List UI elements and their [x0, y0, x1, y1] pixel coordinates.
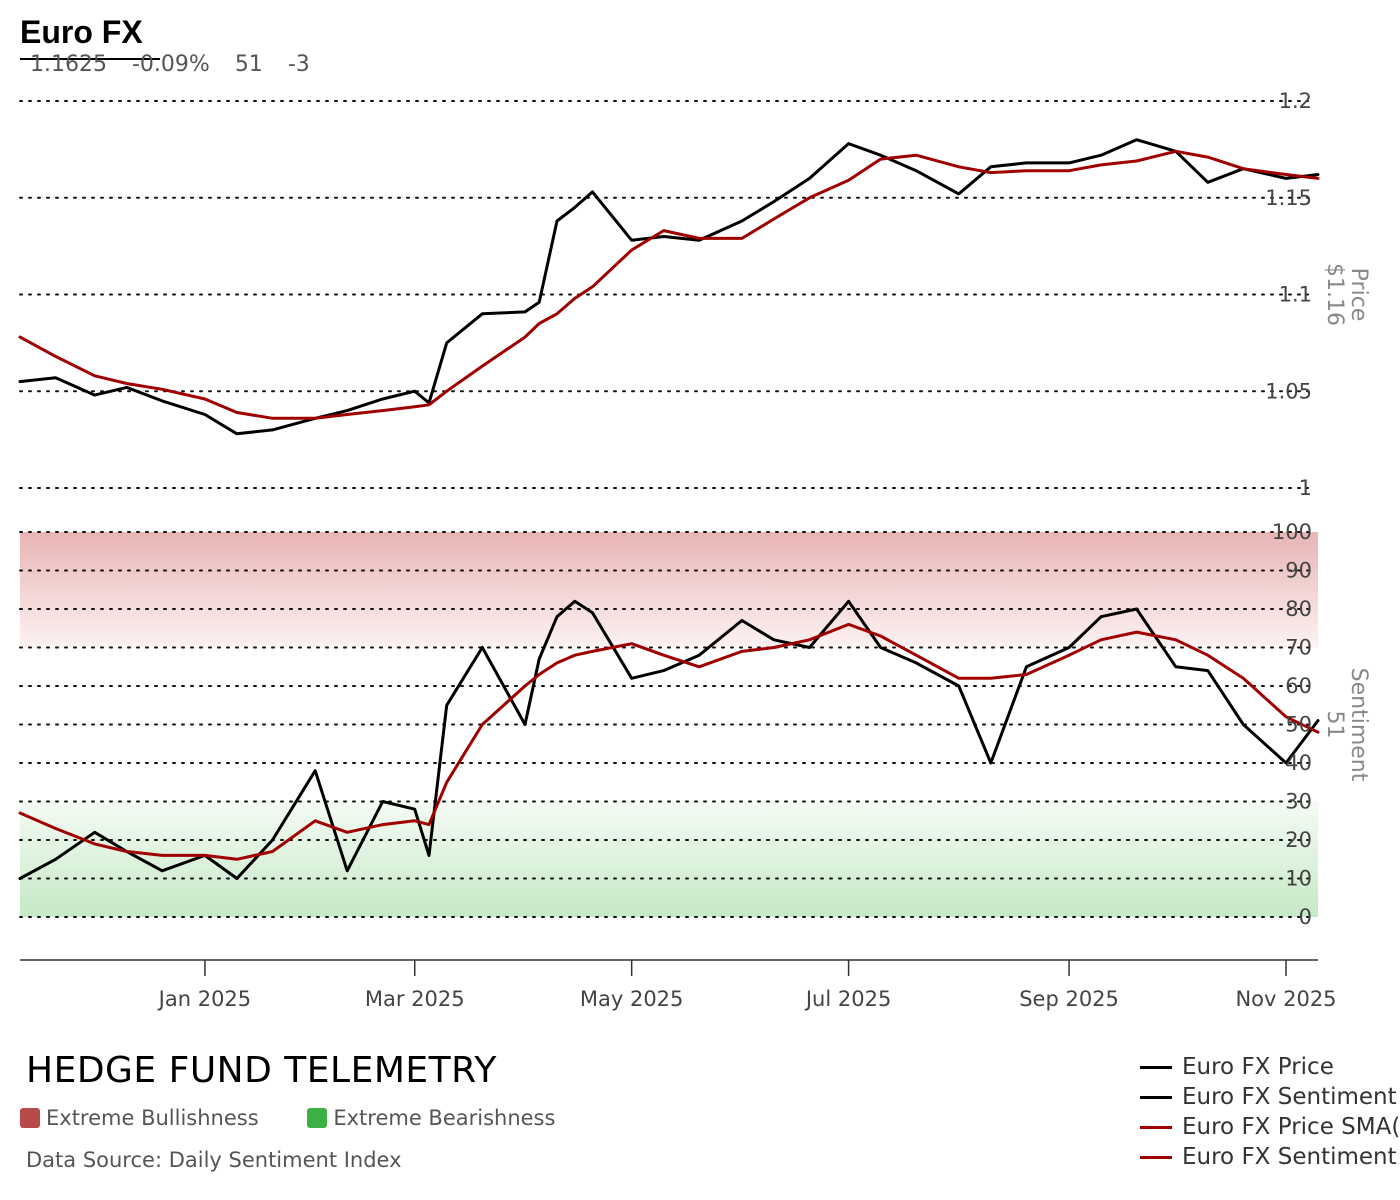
- legend-line-icon: [1140, 1065, 1172, 1069]
- zone-bearish: Extreme Bearishness: [307, 1106, 555, 1130]
- sentiment-axis-value: 51: [1322, 711, 1347, 739]
- sentiment-y-tick-label: 0: [1299, 905, 1312, 929]
- bearish-zone: [20, 801, 1318, 917]
- zones-layer: [20, 532, 1318, 917]
- title-underline: [20, 58, 160, 60]
- legend-label: Euro FX Price SMA(: [1182, 1114, 1400, 1140]
- chart-svg: 1 1.05 1.1 1.15 1.2 Price$1.16 0 10 20 30 40 50 60 70…: [18, 89, 1371, 1011]
- x-tick-label: Sep 2025: [1019, 987, 1119, 1011]
- sentiment-y-tick-label: 100: [1272, 520, 1312, 544]
- legend-label: Euro FX Sentiment S: [1182, 1144, 1400, 1170]
- legend-line-icon: [1140, 1095, 1172, 1099]
- legend-label: Euro FX Sentiment: [1182, 1084, 1397, 1110]
- stats-row: 1.1625 -0.09% 51 -3: [30, 52, 328, 77]
- x-tick-label: May 2025: [580, 987, 684, 1011]
- chart-title: Euro FX: [20, 14, 143, 50]
- bullish-swatch: [20, 1108, 40, 1128]
- sentiment-y-tick-label: 70: [1285, 636, 1312, 660]
- legend-item-price-sma[interactable]: Euro FX Price SMA(: [1140, 1112, 1400, 1142]
- tick-layer: 1 1.05 1.1 1.15 1.2 Price$1.16 0 10 20 30 40 50 60 70…: [1265, 89, 1371, 929]
- stat-change: -0.09%: [131, 52, 210, 77]
- legend-item-sentiment-sma[interactable]: Euro FX Sentiment S: [1140, 1142, 1400, 1172]
- sentiment-y-tick-label: 20: [1285, 828, 1312, 852]
- sentiment-y-tick-label: 90: [1285, 559, 1312, 583]
- grid-layer: [19, 100, 1309, 918]
- stat-price: 1.1625: [30, 52, 107, 77]
- zone-bullish-label: Extreme Bullishness: [46, 1106, 259, 1130]
- brand-name: HEDGE FUND TELEMETRY: [26, 1050, 497, 1091]
- zone-bullish: Extreme Bullishness: [20, 1106, 259, 1130]
- series-legend: Euro FX Price Euro FX Sentiment Euro FX …: [1140, 1052, 1400, 1172]
- price-axis-value: $1.16: [1322, 263, 1347, 326]
- bearish-swatch: [307, 1108, 328, 1128]
- legend-label: Euro FX Price: [1182, 1054, 1334, 1080]
- stat-sentiment: 51: [234, 52, 263, 77]
- legend-line-icon: [1140, 1155, 1172, 1159]
- sentiment-axis-title: Sentiment: [1346, 668, 1371, 782]
- x-tick-label: Jul 2025: [804, 987, 891, 1011]
- series-layer: [18, 138, 1320, 880]
- price-y-tick-label: 1.05: [1265, 379, 1312, 403]
- price-y-tick-label: 1.1: [1279, 283, 1312, 307]
- sentiment-series-euro-fx-sentiment-s: [18, 622, 1320, 861]
- stat-sentiment-change: -3: [287, 52, 310, 77]
- sentiment-y-tick-label: 30: [1285, 790, 1312, 814]
- zone-legend: Extreme Bullishness Extreme Bearishness: [20, 1106, 597, 1133]
- price-series-euro-fx-price: [18, 138, 1320, 436]
- x-tick-label: Mar 2025: [365, 987, 465, 1011]
- sentiment-series-euro-fx-sentiment: [18, 599, 1320, 880]
- data-source: Data Source: Daily Sentiment Index: [26, 1148, 402, 1172]
- price-series-euro-fx-price-sma-: [18, 149, 1320, 420]
- price-y-tick-label: 1.15: [1265, 186, 1312, 210]
- legend-item-sentiment[interactable]: Euro FX Sentiment: [1140, 1082, 1400, 1112]
- x-tick-label: Jan 2025: [157, 987, 252, 1011]
- sentiment-y-tick-label: 50: [1285, 713, 1312, 737]
- price-y-tick-label: 1: [1299, 476, 1312, 500]
- legend-line-icon: [1140, 1125, 1172, 1129]
- axis-layer: Jan 2025 Mar 2025 May 2025 Jul 2025 Sep 2025…: [20, 959, 1337, 1011]
- bullish-zone: [20, 532, 1318, 648]
- sentiment-y-tick-label: 60: [1285, 674, 1312, 698]
- sentiment-y-tick-label: 10: [1285, 867, 1312, 891]
- sentiment-y-tick-label: 40: [1285, 751, 1312, 775]
- price-y-tick-label: 1.2: [1279, 89, 1312, 113]
- sentiment-y-tick-label: 80: [1285, 597, 1312, 621]
- legend-item-price[interactable]: Euro FX Price: [1140, 1052, 1400, 1082]
- price-axis-title-group: Price$1.16: [1322, 263, 1371, 326]
- x-tick-label: Nov 2025: [1235, 987, 1336, 1011]
- price-axis-title: Price: [1346, 268, 1371, 322]
- zone-bearish-label: Extreme Bearishness: [333, 1106, 556, 1130]
